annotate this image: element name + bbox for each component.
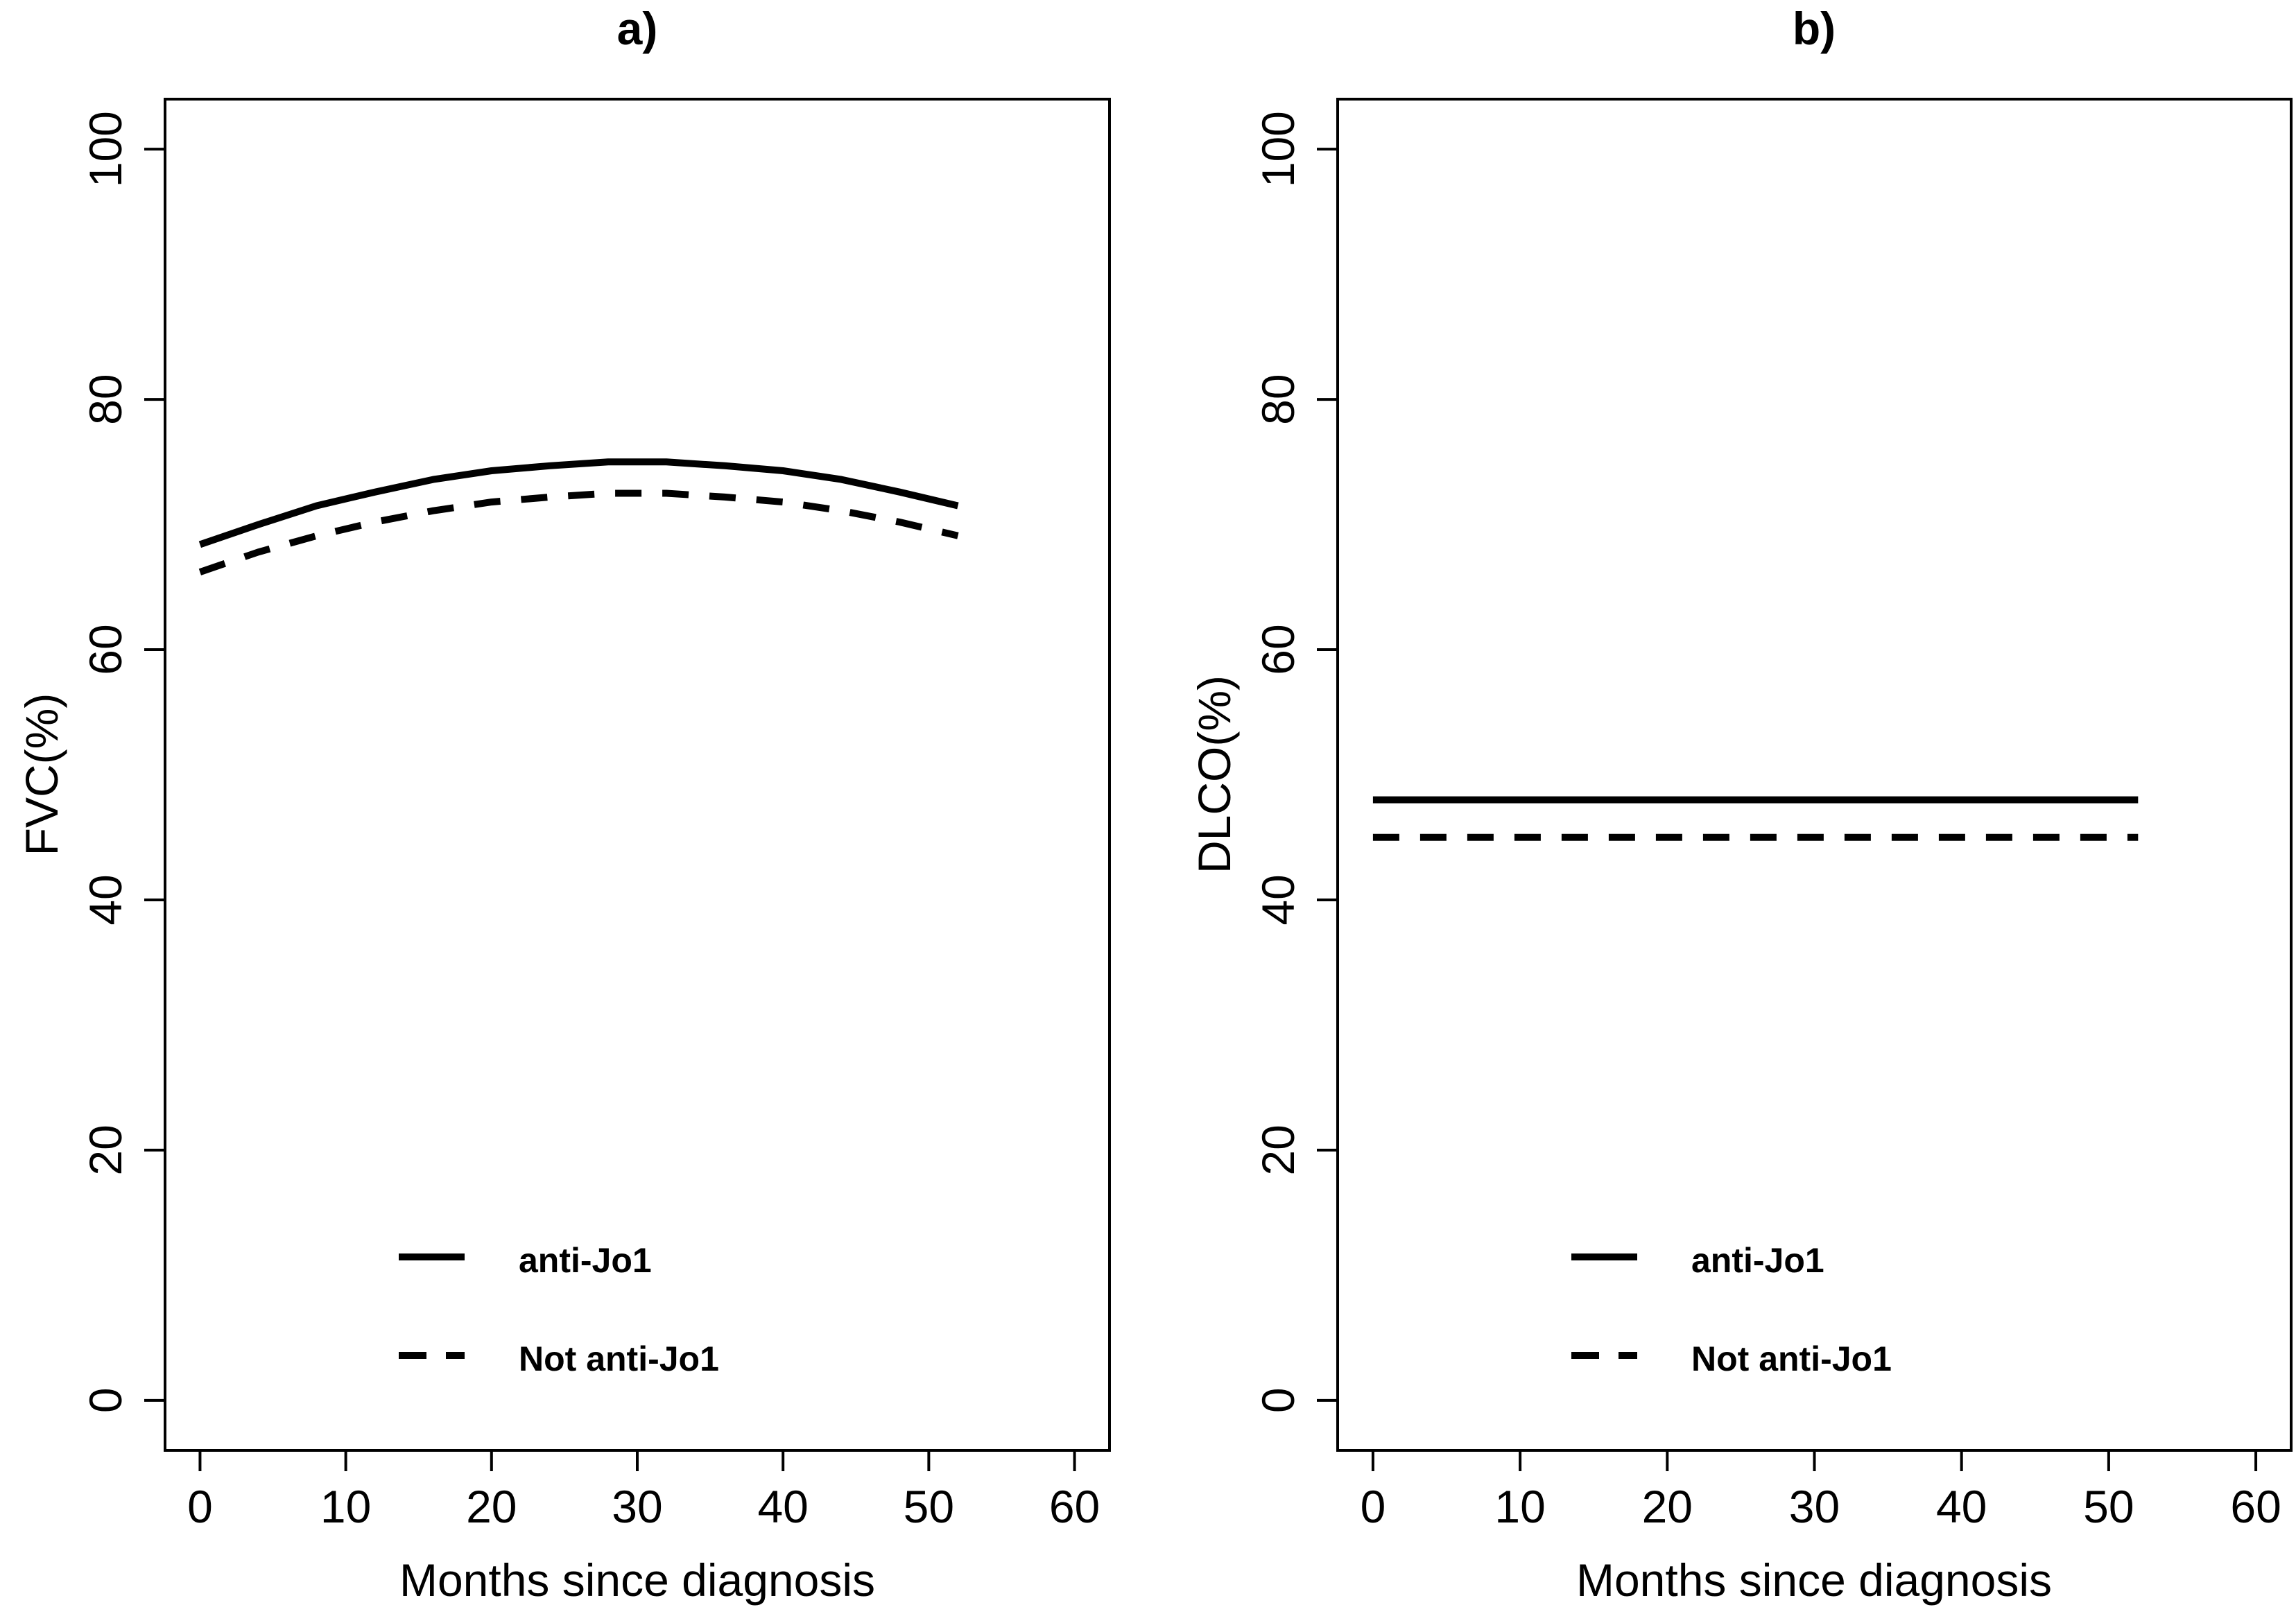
panel-a: a) FVC(%) Months since diagnosis 0 10 20 30… xyxy=(16,3,1111,1606)
x-tick-label: 0 xyxy=(187,1481,213,1532)
series-line-not-anti-jo1 xyxy=(198,489,959,575)
y-tick-label: 20 xyxy=(80,1125,131,1175)
legend-label-not-anti-jo1: Not anti-Jo1 xyxy=(1691,1339,1892,1378)
y-tick-label: 80 xyxy=(80,374,131,424)
x-tick-label: 60 xyxy=(2230,1481,2281,1532)
x-tick-label: 30 xyxy=(1789,1481,1840,1532)
panel-a-legend: anti-Jo1 Not anti-Jo1 xyxy=(399,1241,719,1378)
legend-label-anti-jo1: anti-Jo1 xyxy=(1691,1241,1824,1280)
x-tick-label: 30 xyxy=(612,1481,662,1532)
panel-b-x-axis: 0 10 20 30 40 50 60 xyxy=(1361,1450,2281,1532)
x-tick-label: 40 xyxy=(1936,1481,1987,1532)
x-tick-label: 10 xyxy=(1494,1481,1545,1532)
x-tick-label: 20 xyxy=(1642,1481,1693,1532)
panel-b-series xyxy=(1372,796,2139,841)
y-tick-label: 0 xyxy=(1252,1387,1304,1413)
panel-b-y-axis-title: DLCO(%) xyxy=(1189,675,1240,874)
legend-label-not-anti-jo1: Not anti-Jo1 xyxy=(519,1339,719,1378)
panel-b-y-axis: 0 20 40 60 80 100 xyxy=(1252,111,1338,1413)
y-tick-label: 20 xyxy=(1252,1125,1304,1175)
panel-b-x-axis-title: Months since diagnosis xyxy=(1576,1554,2052,1606)
panel-a-y-axis-title: FVC(%) xyxy=(16,693,67,856)
panel-b-legend: anti-Jo1 Not anti-Jo1 xyxy=(1571,1241,1892,1378)
series-line-anti-jo1 xyxy=(198,458,959,548)
x-tick-label: 40 xyxy=(757,1481,808,1532)
y-tick-label: 60 xyxy=(80,624,131,675)
panel-b: b) DLCO(%) Months since diagnosis 0 10 20 3… xyxy=(1189,3,2293,1606)
y-tick-label: 0 xyxy=(80,1387,131,1413)
panel-b-title: b) xyxy=(1793,3,1836,54)
x-tick-label: 20 xyxy=(466,1481,517,1532)
y-tick-label: 40 xyxy=(1252,874,1304,925)
x-tick-label: 60 xyxy=(1049,1481,1100,1532)
x-tick-label: 50 xyxy=(2083,1481,2134,1532)
panel-a-x-axis-title: Months since diagnosis xyxy=(399,1554,875,1606)
y-tick-label: 40 xyxy=(80,874,131,925)
x-tick-label: 0 xyxy=(1361,1481,1386,1532)
panel-a-series xyxy=(198,458,959,575)
y-tick-label: 60 xyxy=(1252,624,1304,675)
legend-label-anti-jo1: anti-Jo1 xyxy=(519,1241,652,1280)
x-tick-label: 50 xyxy=(904,1481,954,1532)
x-tick-label: 10 xyxy=(320,1481,371,1532)
y-tick-label: 100 xyxy=(1252,111,1304,187)
panel-a-x-axis: 0 10 20 30 40 50 60 xyxy=(187,1450,1100,1532)
panel-a-title: a) xyxy=(617,3,658,54)
panel-a-y-axis: 0 20 40 60 80 100 xyxy=(80,111,165,1413)
y-tick-label: 80 xyxy=(1252,374,1304,424)
y-tick-label: 100 xyxy=(80,111,131,187)
